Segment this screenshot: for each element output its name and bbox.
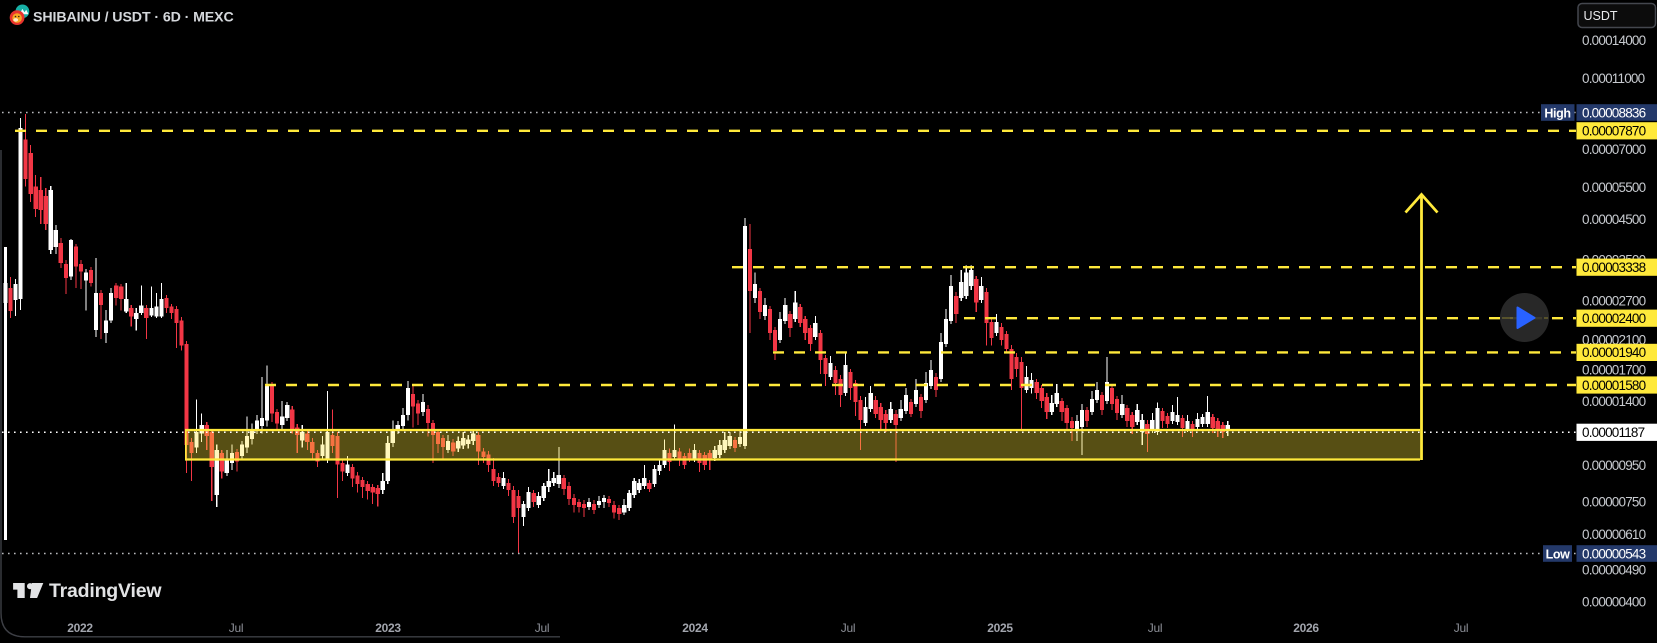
svg-text:2022: 2022 [67, 621, 93, 635]
svg-text:Jul: Jul [535, 621, 549, 635]
svg-text:0.00011000: 0.00011000 [1582, 71, 1645, 86]
svg-text:0.00014000: 0.00014000 [1582, 33, 1646, 48]
svg-text:0.00000950: 0.00000950 [1582, 458, 1646, 473]
svg-text:Jul: Jul [229, 621, 243, 635]
svg-text:0.00000543: 0.00000543 [1582, 546, 1646, 561]
svg-text:0.00001187: 0.00001187 [1582, 425, 1645, 440]
svg-text:Jul: Jul [1148, 621, 1162, 635]
svg-text:0.00007870: 0.00007870 [1582, 124, 1646, 139]
svg-text:0.00001940: 0.00001940 [1582, 345, 1646, 360]
svg-text:Jul: Jul [1454, 621, 1468, 635]
svg-text:0.00002700: 0.00002700 [1582, 293, 1646, 308]
svg-text:0.00002400: 0.00002400 [1582, 311, 1646, 326]
svg-text:0.00000490: 0.00000490 [1582, 562, 1646, 577]
svg-text:0.00008836: 0.00008836 [1582, 105, 1646, 120]
svg-text:2023: 2023 [375, 621, 401, 635]
svg-text:0.00000400: 0.00000400 [1582, 594, 1646, 609]
svg-text:0.00000610: 0.00000610 [1582, 527, 1646, 542]
svg-text:0.00001400: 0.00001400 [1582, 394, 1646, 409]
svg-text:TradingView: TradingView [49, 580, 162, 602]
svg-text:0.00004500: 0.00004500 [1582, 212, 1646, 227]
svg-text:2024: 2024 [682, 621, 708, 635]
svg-text:0.00003338: 0.00003338 [1582, 260, 1646, 275]
svg-text:0.00007000: 0.00007000 [1582, 142, 1646, 157]
svg-text:0.00001700: 0.00001700 [1582, 362, 1646, 377]
svg-text:High: High [1544, 106, 1570, 120]
svg-text:2025: 2025 [987, 621, 1013, 635]
svg-text:Low: Low [1546, 547, 1570, 561]
svg-text:0.00001580: 0.00001580 [1582, 378, 1646, 393]
svg-text:SHIBAINU / USDT · 6D · MEXC: SHIBAINU / USDT · 6D · MEXC [33, 9, 234, 25]
svg-text:0.00005500: 0.00005500 [1582, 180, 1646, 195]
svg-text:0.00000750: 0.00000750 [1582, 494, 1646, 509]
svg-text:Jul: Jul [841, 621, 855, 635]
svg-text:USDT: USDT [1584, 9, 1618, 23]
svg-text:2026: 2026 [1293, 621, 1319, 635]
